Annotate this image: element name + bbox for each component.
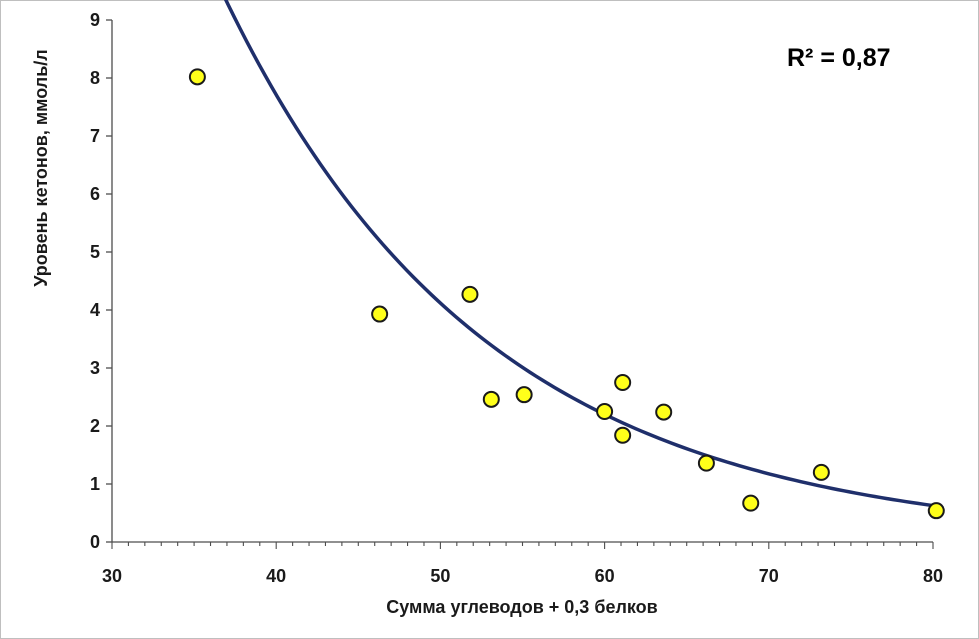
data-point [188,68,206,86]
y-tick-label: 8 [90,68,100,88]
y-axis-title: Уровень кетонов, ммоль/л [31,49,51,286]
y-tick-label: 4 [90,300,100,320]
y-tick-label: 0 [90,532,100,552]
x-tick-label: 80 [923,566,943,586]
y-tick-label: 9 [90,10,100,30]
tick-labels: 0 1 2 3 4 5 6 7 8 9 30 40 50 60 70 80 [90,10,943,586]
data-point [614,426,632,444]
data-point [482,390,500,408]
data-point [742,494,760,512]
r-squared-annotation: R² = 0,87 [787,44,891,72]
data-point [655,403,673,421]
y-tick-label: 1 [90,474,100,494]
data-point [461,285,479,303]
x-tick-label: 70 [759,566,779,586]
y-tick-label: 2 [90,416,100,436]
data-point [697,454,715,472]
y-tick-label: 6 [90,184,100,204]
data-point [812,463,830,481]
x-tick-label: 30 [102,566,122,586]
data-point [614,374,632,391]
y-tick-label: 5 [90,242,100,262]
x-axis-title: Сумма углеводов + 0,3 белков [386,597,657,617]
x-tick-label: 40 [266,566,286,586]
data-points [188,68,945,520]
data-point [371,305,389,323]
axes [111,20,933,543]
x-tick-label: 50 [430,566,450,586]
data-point [927,502,945,520]
data-point [596,403,614,420]
y-tick-label: 3 [90,358,100,378]
tick-marks [106,19,934,549]
trendline [223,0,937,508]
y-tick-label: 7 [90,126,100,146]
x-tick-label: 60 [595,566,615,586]
data-point [515,386,533,404]
